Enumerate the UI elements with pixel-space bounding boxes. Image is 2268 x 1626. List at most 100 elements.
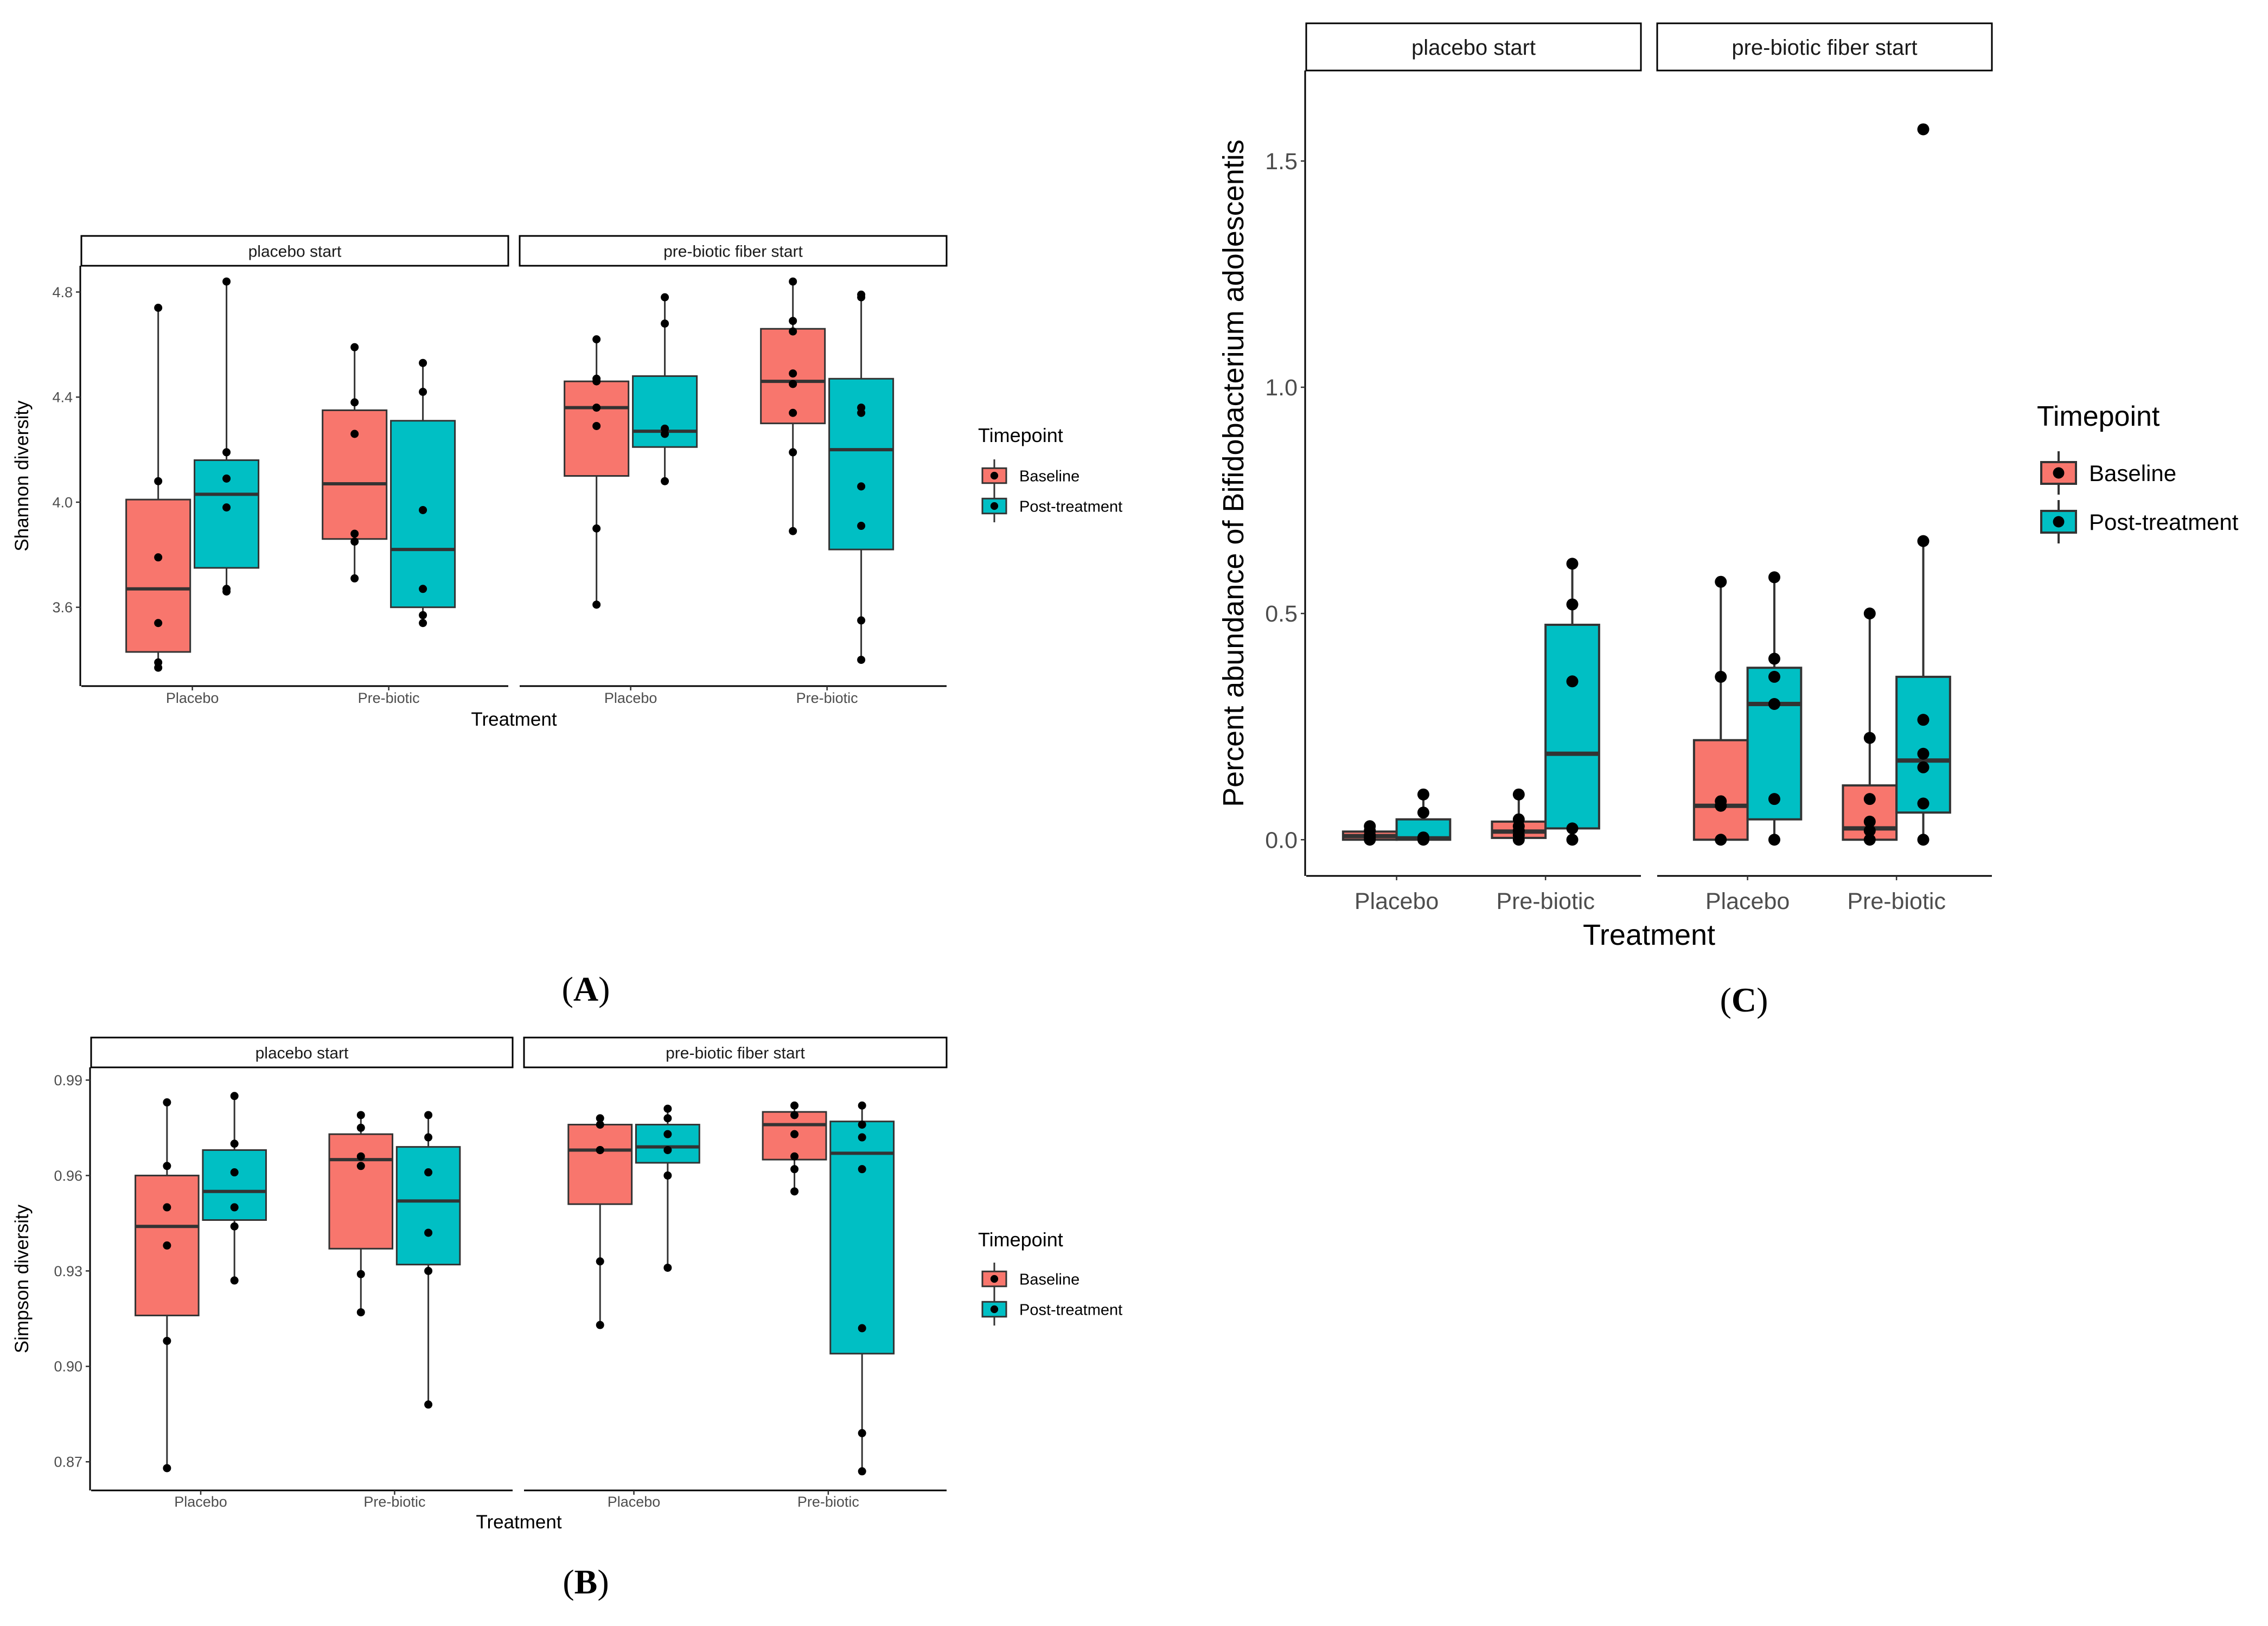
box-pre-biotic-baseline [1842,607,1898,846]
y-tick-label: 4.4 [52,389,73,406]
data-point [858,1429,866,1437]
box-iqr [829,1121,895,1355]
data-point [1917,747,1930,760]
legend-label-baseline: Baseline [1019,1271,1079,1288]
data-point [1917,123,1930,136]
data-point [1512,834,1525,846]
data-point [350,574,359,582]
data-point [858,1467,866,1476]
legend-key-point [2053,467,2065,479]
box-placebo-baseline [1341,820,1398,846]
data-point [424,1168,433,1177]
data-point [1768,793,1780,805]
data-point [1917,797,1930,810]
data-point [1566,822,1579,835]
data-point [230,1203,239,1212]
legend-label-post-treatment: Post-treatment [1019,1301,1122,1318]
data-point [592,600,601,609]
facet-placebo-start: placebo start Placebo Pre-biotic [90,1036,514,1510]
legend-title: Timepoint [978,424,1063,446]
data-point [419,388,427,396]
facet-prebiotic-fiber-start: pre-biotic fiber start Placebo Pre-biotic [1656,22,1993,914]
data-point [1768,670,1780,683]
data-point [663,1104,672,1113]
legend-key-baseline [2040,451,2077,495]
box-placebo-baseline [135,1098,200,1473]
data-point [230,1168,239,1177]
data-point [1566,598,1579,611]
data-point [230,1276,239,1285]
data-point [1863,824,1876,837]
y-tick-label: 0.99 [54,1072,82,1089]
data-point [350,537,359,546]
x-tick-label: Pre-biotic [1496,888,1595,914]
data-point [163,1098,171,1107]
y-tick-label: 1.5 [1265,149,1298,175]
data-point [230,1140,239,1148]
data-point [424,1133,433,1142]
box-iqr [1895,675,1951,814]
data-point [789,317,797,325]
box-placebo-post-treatment [635,1104,700,1272]
box-placebo-post-treatment [194,277,260,596]
box-placebo-post-treatment [1746,571,1803,846]
panel-label-letter: C [1732,981,1756,1019]
legend-key-baseline [981,459,1007,492]
data-point [1566,675,1579,688]
data-point [154,663,163,672]
x-tick-label: Placebo [166,690,219,706]
legend-key-point [990,1275,999,1283]
data-point [790,1101,799,1110]
y-tick-label: 3.6 [52,599,73,616]
facet-strip-label: pre-biotic fiber start [663,242,803,260]
data-point [1715,670,1727,683]
data-point [857,293,866,302]
data-point [1417,834,1429,846]
box-iqr [125,498,191,653]
data-point [789,448,797,457]
data-point [154,477,163,485]
data-point [1863,607,1876,620]
legend-label-baseline: Baseline [2089,460,2176,486]
data-point [661,319,669,328]
data-point [1768,571,1780,584]
x-axis-title: Treatment [471,709,557,730]
data-point [424,1266,433,1275]
box-placebo-baseline [564,335,630,609]
y-tick-label: 4.8 [52,284,73,300]
data-point [424,1228,433,1237]
data-point [163,1464,171,1473]
facet-strip-label: pre-biotic fiber start [666,1044,805,1062]
legend-title: Timepoint [2037,401,2160,432]
data-point [592,524,601,533]
data-point [1715,834,1727,846]
data-point [790,1130,799,1138]
y-tick-label: 4.0 [52,494,73,510]
data-point [222,448,231,457]
data-point [350,529,359,538]
data-point [596,1121,604,1129]
data-point [424,1111,433,1119]
data-point [1566,558,1579,570]
box-iqr [1544,623,1600,830]
data-point [163,1241,171,1250]
data-point [356,1111,365,1119]
data-point [1364,834,1376,846]
data-point [789,369,797,378]
data-point [356,1162,365,1170]
data-point [222,587,231,596]
box-placebo-post-treatment [1395,788,1452,846]
legend-label-baseline: Baseline [1019,468,1079,485]
data-point [1863,834,1876,846]
legend-title: Timepoint [978,1228,1063,1251]
legend-key-post-treatment [981,1293,1007,1326]
y-axis-title: Simpson diversity [11,1204,33,1353]
legend-key-baseline [981,1263,1007,1295]
panel-label-b: (B) [563,1563,609,1601]
data-point [857,408,866,417]
facet-strip-label: placebo start [255,1044,349,1062]
data-point [596,1145,604,1154]
box-iqr [567,1124,633,1205]
